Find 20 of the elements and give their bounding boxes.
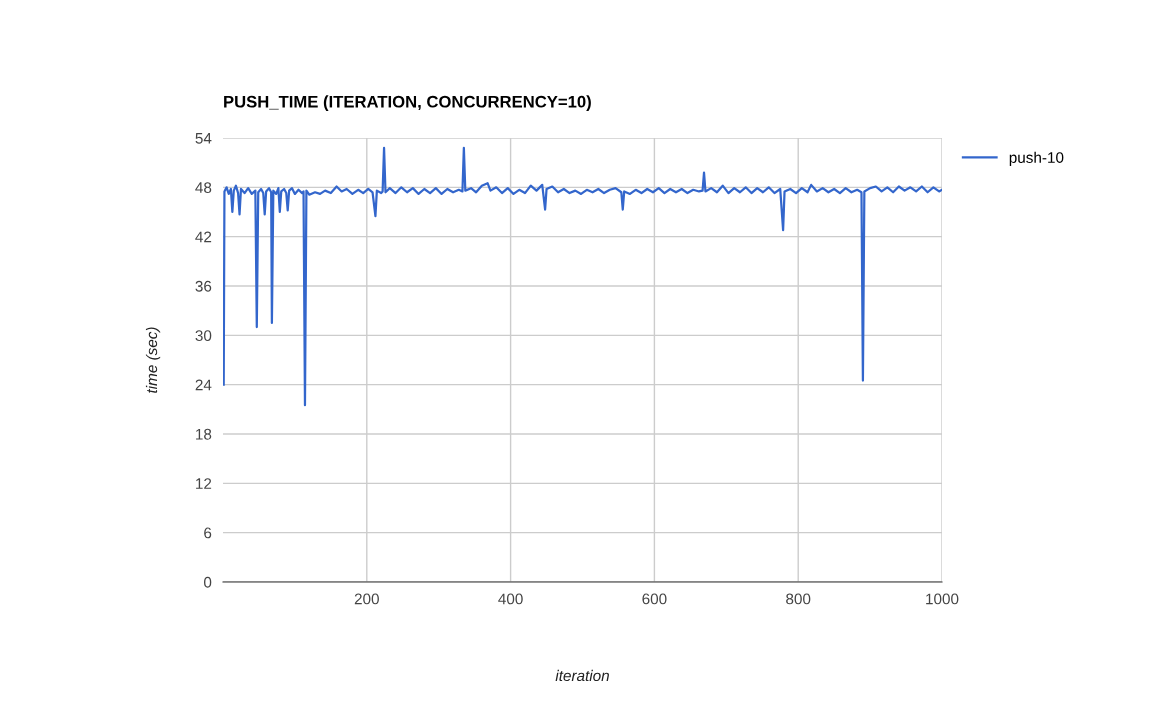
y-axis-title: time (sec) bbox=[145, 327, 161, 393]
x-tick-label: 600 bbox=[642, 593, 667, 605]
line-series bbox=[223, 146, 942, 407]
chart-title: PUSH_TIME (ITERATION, CONCURRENCY=10) bbox=[224, 95, 591, 111]
y-tick-label: 0 bbox=[203, 576, 212, 588]
y-tick-label: 54 bbox=[195, 133, 212, 144]
y-tick-label: 18 bbox=[196, 428, 212, 440]
y-tick-label: 48 bbox=[195, 182, 212, 194]
y-tick-label: 24 bbox=[195, 379, 212, 391]
x-tick-label: 1000 bbox=[926, 593, 959, 605]
x-tick-label: 200 bbox=[354, 593, 379, 605]
x-tick-label: 800 bbox=[786, 593, 811, 605]
legend-label: push-10 bbox=[1009, 151, 1064, 166]
y-tick-label: 30 bbox=[195, 330, 212, 342]
x-tick-label: 400 bbox=[498, 593, 523, 605]
x-axis-title: iteration bbox=[555, 669, 609, 682]
y-tick-label: 42 bbox=[195, 231, 212, 243]
y-tick-label: 36 bbox=[195, 280, 212, 292]
y-tick-label: 12 bbox=[196, 478, 212, 489]
y-tick-label: 6 bbox=[204, 527, 212, 539]
